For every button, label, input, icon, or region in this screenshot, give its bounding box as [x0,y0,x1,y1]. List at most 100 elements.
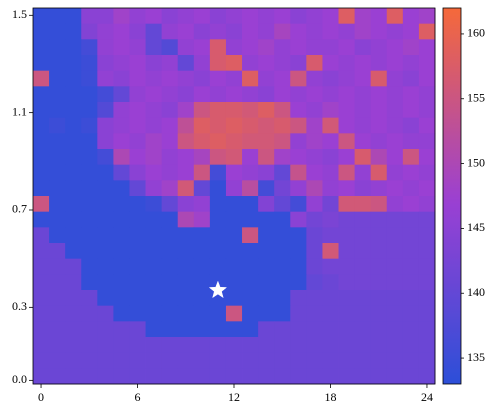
heatmap-cell [274,86,291,103]
heatmap-cell [306,368,323,385]
heatmap-cell [290,337,307,354]
heatmap-cell [97,321,114,338]
heatmap-cell [354,164,372,181]
heatmap-cell [65,117,82,134]
heatmap-cell [370,258,388,275]
heatmap-cell [402,321,420,338]
heatmap-cell [113,117,130,134]
heatmap-cell [161,243,179,260]
heatmap-cell [177,55,195,72]
heatmap-cell [97,368,114,385]
heatmap-cell [386,8,404,25]
heatmap-cell [81,8,98,25]
heatmap-cell [97,149,114,166]
heatmap-cell [354,227,372,244]
heatmap-cell [161,102,179,119]
heatmap-cell [370,243,388,260]
heatmap-cell [145,23,163,40]
heatmap-cell [418,227,436,244]
heatmap-cell [338,211,355,228]
heatmap-cell [65,164,82,181]
heatmap-cell [402,274,420,291]
heatmap-cell [402,117,420,134]
heatmap-cell [338,368,355,385]
heatmap-cell [193,164,211,181]
heatmap-cell [33,243,50,260]
heatmap-cell [65,243,82,260]
heatmap-cell [338,117,355,134]
heatmap-cell [354,274,372,291]
heatmap-cell [129,55,146,72]
heatmap-cell [242,321,259,338]
heatmap-cell [97,290,114,307]
heatmap-cell [306,352,323,369]
heatmap-cell [97,305,114,322]
heatmap-cell [129,8,146,25]
heatmap-cell [402,258,420,275]
heatmap-cell [225,102,243,119]
heatmap-cell [274,55,291,72]
heatmap-cell [306,39,323,56]
heatmap-cell [49,86,66,103]
heatmap-cell [354,337,372,354]
heatmap-cell [290,55,307,72]
heatmap-cell [386,70,404,87]
heatmap-cell [338,321,355,338]
heatmap-cell [290,196,307,213]
heatmap-cell [290,258,307,275]
heatmap-cell [418,274,436,291]
heatmap-cell [193,55,211,72]
heatmap-cell [402,180,420,197]
heatmap-cell [258,23,275,40]
heatmap-cell [177,290,195,307]
heatmap-cell [113,180,130,197]
heatmap-cell [370,102,388,119]
heatmap-cell [177,8,195,25]
colorbar-tick-label: 135 [467,350,485,364]
heatmap-cell [81,352,98,369]
heatmap-cell [306,243,323,260]
heatmap-cell [322,227,339,244]
colorbar-tick-label: 155 [467,91,485,105]
heatmap-cell [145,258,163,275]
heatmap-cell [290,133,307,150]
heatmap-cell [49,102,66,119]
heatmap-cell [65,86,82,103]
heatmap-cell [97,258,114,275]
heatmap-cell [354,8,372,25]
heatmap-cell [97,227,114,244]
heatmap-cell [338,70,355,87]
heatmap-cell [418,290,436,307]
heatmap-cell [306,70,323,87]
heatmap-cell [258,258,275,275]
heatmap-cell [402,196,420,213]
heatmap-cell [65,305,82,322]
heatmap-cell [33,290,50,307]
heatmap-cell [370,368,388,385]
heatmap-cell [49,227,66,244]
heatmap-cell [65,39,82,56]
heatmap-cell [33,102,50,119]
heatmap-cell [129,243,146,260]
heatmap-cell [193,337,211,354]
heatmap-cell [402,102,420,119]
heatmap-cell [242,55,259,72]
heatmap-cell [161,337,179,354]
heatmap-cell [161,23,179,40]
heatmap-cell [177,149,195,166]
heatmap-cell [161,164,179,181]
heatmap-cell [81,86,98,103]
heatmap-cell [145,133,163,150]
heatmap-cell [129,305,146,322]
heatmap-cell [65,211,82,228]
heatmap-cell [193,117,211,134]
heatmap-cell [209,243,227,260]
heatmap-cell [274,274,291,291]
heatmap-cell [306,258,323,275]
heatmap-cell [193,8,211,25]
heatmap-cell [258,86,275,103]
heatmap-cell [49,368,66,385]
heatmap-cell [322,133,339,150]
heatmap-cell [306,196,323,213]
heatmap-cell [242,196,259,213]
